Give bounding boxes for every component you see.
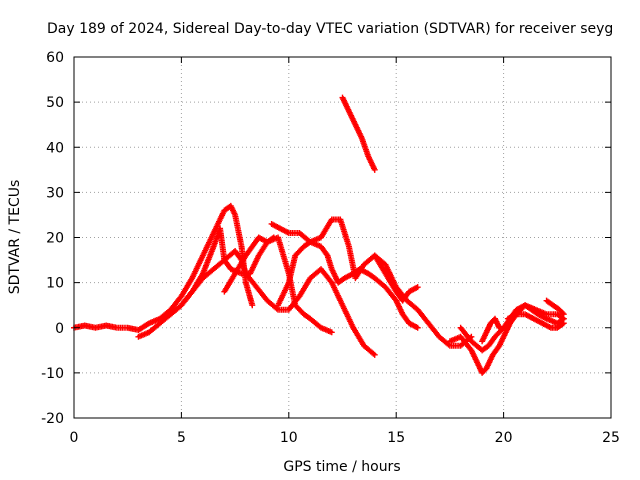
- x-axis-label: GPS time / hours: [283, 459, 400, 475]
- y-tick-label: 0: [55, 321, 64, 337]
- y-tick-label: -20: [41, 411, 64, 427]
- data-point: [249, 302, 256, 309]
- series-trace-f: [275, 216, 475, 349]
- x-tick-label: 25: [602, 430, 620, 446]
- data-point: [560, 320, 567, 327]
- y-tick-label: -10: [41, 366, 64, 382]
- y-tick-label: 60: [46, 50, 64, 66]
- series-trace-j: [457, 302, 567, 354]
- series-trace-k: [479, 315, 503, 345]
- data-point: [496, 324, 503, 331]
- data-points: [71, 94, 567, 376]
- y-tick-label: 20: [46, 231, 64, 247]
- series-trace-l: [504, 311, 567, 331]
- y-axis-label: SDTVAR / TECUs: [7, 180, 23, 295]
- series-trace-h: [339, 94, 378, 173]
- data-point: [371, 351, 378, 358]
- data-point: [371, 166, 378, 173]
- data-point: [269, 235, 276, 242]
- x-tick-label: 15: [387, 430, 405, 446]
- x-tick-label: 0: [70, 430, 79, 446]
- series-trace-c: [167, 248, 378, 358]
- data-point: [414, 284, 421, 291]
- data-point: [559, 310, 566, 317]
- axis-ticks: 0 5 10 15 20 25 -20 -10 0 10 20 30 40 50 60: [41, 50, 620, 446]
- x-tick-label: 20: [495, 430, 513, 446]
- data-point: [560, 311, 567, 318]
- y-tick-label: 50: [46, 95, 64, 111]
- chart-title: Day 189 of 2024, Sidereal Day-to-day VTE…: [47, 21, 613, 37]
- data-point: [414, 324, 421, 331]
- grid: [74, 57, 611, 418]
- data-point: [270, 234, 277, 241]
- y-tick-label: 40: [46, 140, 64, 156]
- series-trace-m: [543, 297, 567, 318]
- y-tick-label: 10: [46, 276, 64, 292]
- series-trace-g: [371, 252, 421, 304]
- series-trace-i: [446, 302, 567, 376]
- y-tick-label: 30: [46, 185, 64, 201]
- series-trace-d: [221, 234, 277, 295]
- data-point: [559, 321, 566, 328]
- x-tick-label: 5: [177, 430, 186, 446]
- x-tick-label: 10: [280, 430, 298, 446]
- data-point: [328, 329, 335, 336]
